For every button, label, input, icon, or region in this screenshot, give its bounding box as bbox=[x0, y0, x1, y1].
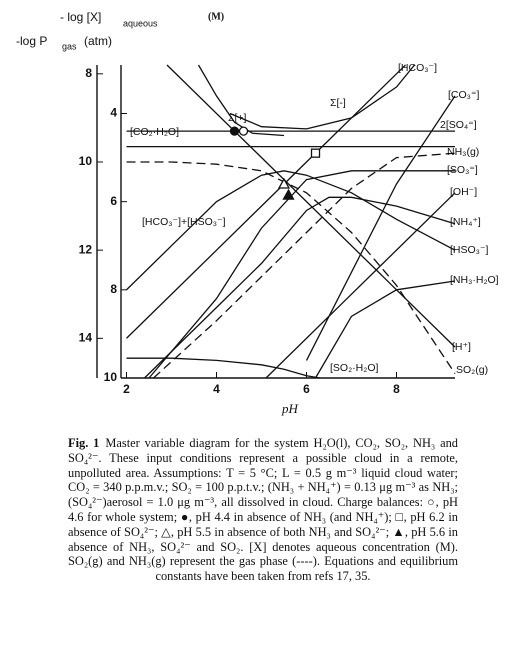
caption: Fig. 1 Master variable diagram for the sy… bbox=[68, 436, 458, 584]
series-line bbox=[126, 64, 406, 339]
x-tick-label: 8 bbox=[393, 382, 400, 396]
series-label: 2[SO₄⁼] bbox=[440, 119, 477, 131]
series-label: [HSO₃⁻] bbox=[450, 244, 488, 256]
series-label: NH₃(g) bbox=[447, 146, 479, 158]
y2-tick-label: 8 bbox=[85, 66, 92, 80]
chart: - log [X] aqueous (M) -log P gas (atm) p… bbox=[16, 10, 499, 416]
x-tick-label: 4 bbox=[213, 382, 220, 396]
series-line bbox=[126, 170, 456, 291]
y2-unit: (atm) bbox=[84, 34, 112, 48]
caption-label: Fig. 1 bbox=[68, 436, 100, 450]
y2-tick-label: 12 bbox=[79, 242, 93, 256]
series-label: [H⁺] bbox=[452, 341, 471, 353]
series-line bbox=[314, 280, 456, 379]
series-line bbox=[305, 95, 456, 361]
y-label-sub: aqueous bbox=[123, 18, 158, 28]
series-label: [NH₃·H₂O] bbox=[450, 274, 499, 286]
y2-tick-label: 14 bbox=[79, 330, 93, 344]
series-label: [HCO₃⁻] bbox=[398, 62, 437, 74]
marker bbox=[238, 126, 249, 136]
y-label: - log [X] bbox=[60, 10, 101, 24]
series-line bbox=[126, 357, 321, 379]
series-label: [SO₃⁼] bbox=[447, 164, 478, 176]
y-tick-label: 4 bbox=[110, 106, 117, 120]
series-label: [SO₂·H₂O] bbox=[330, 362, 378, 374]
series-line bbox=[148, 170, 455, 379]
marker bbox=[310, 148, 321, 158]
series-label: [CO₂·H₂O] bbox=[130, 126, 179, 138]
marker bbox=[229, 126, 240, 136]
marker bbox=[277, 177, 291, 189]
series-line bbox=[197, 64, 285, 137]
y-tick-label: 6 bbox=[110, 194, 117, 208]
series-label: [CO₃⁼] bbox=[448, 89, 479, 101]
series-label: [OH⁻] bbox=[450, 186, 477, 198]
y2-label-sub: gas bbox=[62, 41, 77, 51]
x-tick-label: 6 bbox=[303, 382, 310, 396]
annotation: [HCO₃⁻]+[HSO₃⁻] bbox=[142, 216, 226, 228]
y-tick-label: 8 bbox=[110, 282, 117, 296]
x-tick-label: 2 bbox=[123, 382, 130, 396]
series-label: Σ[-] bbox=[330, 97, 346, 109]
series-label: SO₂(g) bbox=[456, 364, 488, 376]
y-unit: (M) bbox=[208, 11, 224, 22]
y-tick-label: 10 bbox=[104, 370, 118, 384]
series-line bbox=[166, 64, 456, 348]
series-line bbox=[153, 152, 456, 379]
series-line bbox=[229, 64, 416, 130]
x-label: pH bbox=[281, 401, 299, 416]
series-line bbox=[265, 192, 456, 379]
y2-tick-label: 10 bbox=[79, 154, 93, 168]
series-label: [NH₄⁺] bbox=[450, 216, 481, 228]
y2-label: -log P bbox=[16, 34, 47, 48]
caption-text: Master variable diagram for the system H… bbox=[68, 436, 458, 584]
marker bbox=[282, 188, 295, 200]
series-line bbox=[144, 196, 456, 379]
